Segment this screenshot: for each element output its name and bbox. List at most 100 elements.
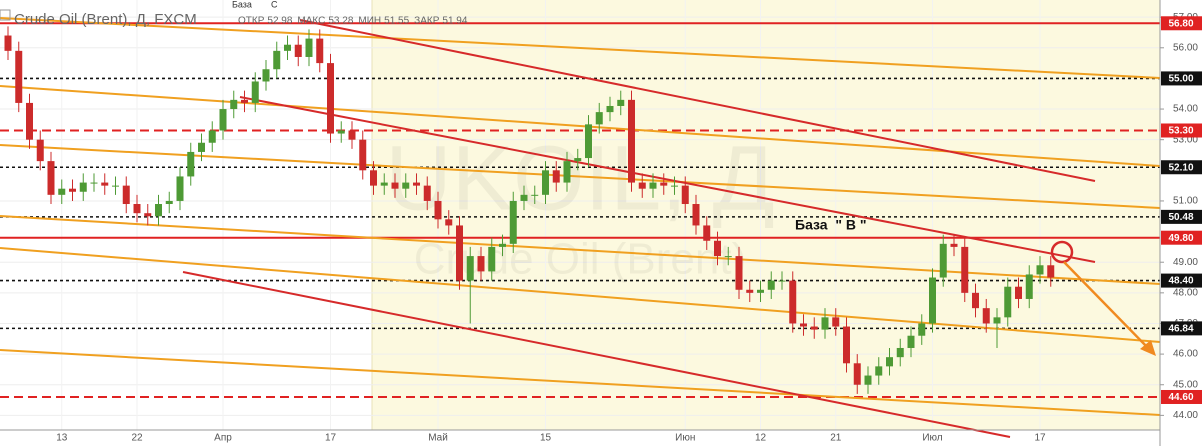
candle-body <box>101 182 109 186</box>
forecast-arrow <box>1063 261 1151 351</box>
y-tick-label: 44.00 <box>1173 410 1198 421</box>
ohlc-value: 52.98 <box>267 16 292 27</box>
x-tick-label: 15 <box>540 433 552 444</box>
annotation: База " В " <box>795 217 867 233</box>
candle-body <box>757 289 764 293</box>
candle-body <box>477 256 485 272</box>
candle-body <box>1025 274 1033 299</box>
candle-body <box>1015 286 1022 299</box>
candle-body <box>402 182 410 189</box>
level-label-bg <box>1161 16 1202 31</box>
ohlc-label: ОТКР <box>238 16 265 27</box>
candle-body <box>230 99 238 110</box>
candle-body <box>122 185 130 205</box>
candle-body <box>445 219 453 226</box>
level-label: 48.40 <box>1168 276 1193 287</box>
candle-body <box>509 200 517 244</box>
candle-body <box>843 326 850 364</box>
candle-body <box>585 124 592 159</box>
level-label-bg <box>1161 209 1202 224</box>
candle-body <box>337 130 345 134</box>
candle-body <box>488 246 496 272</box>
candle-body <box>1036 265 1044 275</box>
level-label-bg <box>1161 71 1202 86</box>
level-labels: 56.80 55.00 53.30 52.10 50.48 49.80 48.40 46.84… <box>1161 16 1202 404</box>
candle-body <box>241 99 248 103</box>
ohlc-legend: ОТКР 52.98 МАКС 53.28 МИН 51.55 ЗАКР 51.94 <box>238 16 468 27</box>
candle-body <box>69 188 76 192</box>
candle-body <box>348 130 356 140</box>
symbol-icon <box>0 9 11 21</box>
candle-body <box>434 200 442 220</box>
x-tick-label: Июл <box>922 433 942 444</box>
x-tick-label: Июн <box>675 433 695 444</box>
candle-body <box>595 112 603 125</box>
candle-body <box>47 161 55 195</box>
candle-body <box>155 204 162 217</box>
candle-body <box>853 363 861 385</box>
candle-body <box>767 280 775 290</box>
candle-body <box>112 185 119 187</box>
x-tick-label: Май <box>428 433 448 444</box>
candle-body <box>638 182 646 189</box>
candle-body <box>316 38 324 64</box>
candle-body <box>542 170 549 195</box>
candle-body <box>413 182 420 186</box>
candle-body <box>520 194 528 201</box>
y-tick-label: 54.00 <box>1173 104 1198 115</box>
trend-line <box>0 349 1161 416</box>
candle-body <box>26 102 33 140</box>
level-label-bg <box>1161 273 1202 288</box>
x-tick-label: 22 <box>131 433 143 444</box>
watermark-symbol: UKOIL, Д <box>385 127 775 229</box>
target-circle <box>1050 240 1074 264</box>
candle-body <box>305 38 313 57</box>
candle-body <box>714 240 721 257</box>
candle-body <box>832 317 840 327</box>
trend-line <box>0 85 1161 167</box>
candle-body <box>864 375 872 385</box>
candle-body <box>1047 265 1055 278</box>
candle-body <box>671 185 678 187</box>
level-label: 50.48 <box>1168 212 1193 223</box>
candle-body <box>778 280 786 282</box>
x-tick-label: 21 <box>830 433 842 444</box>
ohlc-value: 53.28 <box>328 16 353 27</box>
candle-body <box>886 357 893 367</box>
y-tick-label: 48.00 <box>1173 287 1198 298</box>
chart-title: Crude Oil (Brent), Д, FXCM <box>14 11 197 28</box>
level-label: 46.84 <box>1168 324 1193 335</box>
candle-body <box>144 213 152 217</box>
level-label: 53.30 <box>1168 126 1193 137</box>
candle-body <box>198 142 205 152</box>
candle-body <box>531 194 539 196</box>
candle-body <box>746 289 754 293</box>
candle-body <box>617 99 625 106</box>
candle-body <box>187 151 195 177</box>
top-mark: База <box>232 0 252 9</box>
candle-body <box>58 188 66 195</box>
level-label-bg <box>1161 230 1202 245</box>
candle-body <box>370 170 377 186</box>
candle-body <box>681 185 689 205</box>
watermark: UKOIL, Д Crude Oil (Brent) <box>385 127 775 283</box>
candle-body <box>735 256 743 290</box>
y-tick-label: 45.00 <box>1173 379 1198 390</box>
candle-body <box>552 170 560 183</box>
trend-line <box>299 19 1096 182</box>
candle-body <box>692 204 700 226</box>
level-label: 49.80 <box>1168 233 1193 244</box>
level-label: 44.60 <box>1168 392 1193 403</box>
candle-body <box>176 176 184 201</box>
candle-body <box>456 225 463 281</box>
candle-body <box>950 243 958 247</box>
candle-body <box>262 69 270 82</box>
level-label: 56.80 <box>1168 18 1193 29</box>
level-label-bg <box>1161 389 1202 404</box>
y-tick-label: 56.00 <box>1173 42 1198 53</box>
level-label-bg <box>1161 321 1202 336</box>
ohlc-label: МАКС <box>297 16 325 27</box>
watermark-name: Crude Oil (Brent) <box>414 235 747 284</box>
candle-body <box>36 139 44 162</box>
candles <box>4 26 1055 394</box>
